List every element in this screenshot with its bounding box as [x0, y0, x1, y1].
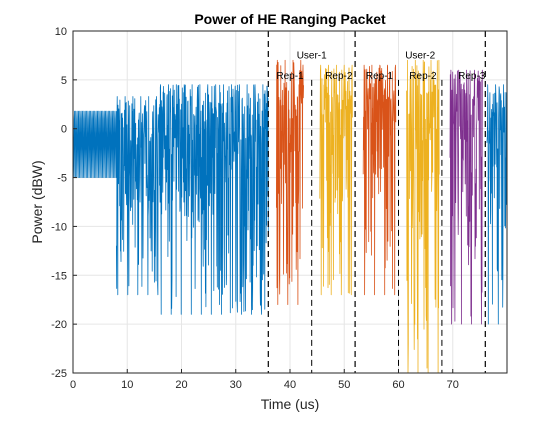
- annotation-label: User-2: [405, 50, 435, 61]
- annotation-label: Rep-3: [458, 71, 486, 82]
- y-tick-label: 5: [61, 75, 67, 87]
- x-tick-label: 20: [175, 379, 187, 391]
- series-line-rep3: [449, 69, 483, 325]
- series-line-preamble: [486, 84, 508, 325]
- y-tick-label: 10: [55, 26, 67, 38]
- y-tick-label: -10: [51, 221, 67, 233]
- y-tick-label: 0: [61, 124, 67, 136]
- y-tick-label: -5: [57, 173, 67, 185]
- y-tick-label: -25: [51, 368, 67, 380]
- x-tick-label: 30: [230, 379, 242, 391]
- series-layer: [72, 59, 508, 374]
- x-tick-label: 0: [70, 379, 76, 391]
- x-tick-label: 60: [392, 379, 404, 391]
- annotation-label: User-1: [297, 50, 327, 61]
- annotation-label: Rep-1: [276, 71, 304, 82]
- series-line-preamble: [116, 96, 161, 296]
- x-axis-label: Time (us): [261, 396, 320, 412]
- annotation-label: Rep-1: [366, 71, 394, 82]
- series-line-rep1: [362, 64, 397, 296]
- x-tick-label: 70: [447, 379, 459, 391]
- annotation-layer: User-1 User-2 Rep-1 Rep-2 Rep-1 Rep-2 Rep-3: [276, 50, 485, 82]
- series-line-preamble: [72, 110, 117, 179]
- divider-layer: [267, 31, 486, 373]
- y-axis-label: Power (dBW): [29, 160, 45, 243]
- annotation-label: Rep-2: [409, 71, 437, 82]
- x-tick-label: 10: [121, 379, 133, 391]
- series-line-rep2: [406, 59, 440, 374]
- tick-layer: 0 10 20 30 40 50 60 70 -25 -20 -15 -10 -5 0 5 10: [51, 26, 459, 391]
- annotation-label: Rep-2: [325, 71, 353, 82]
- series-line-preamble: [159, 84, 269, 315]
- y-tick-label: -20: [51, 319, 67, 331]
- series-line-rep2: [319, 64, 353, 296]
- y-tick-label: -15: [51, 270, 67, 282]
- series-line-rep1: [275, 59, 304, 306]
- x-tick-label: 50: [338, 379, 350, 391]
- x-tick-label: 40: [284, 379, 296, 391]
- chart-title: Power of HE Ranging Packet: [194, 11, 386, 27]
